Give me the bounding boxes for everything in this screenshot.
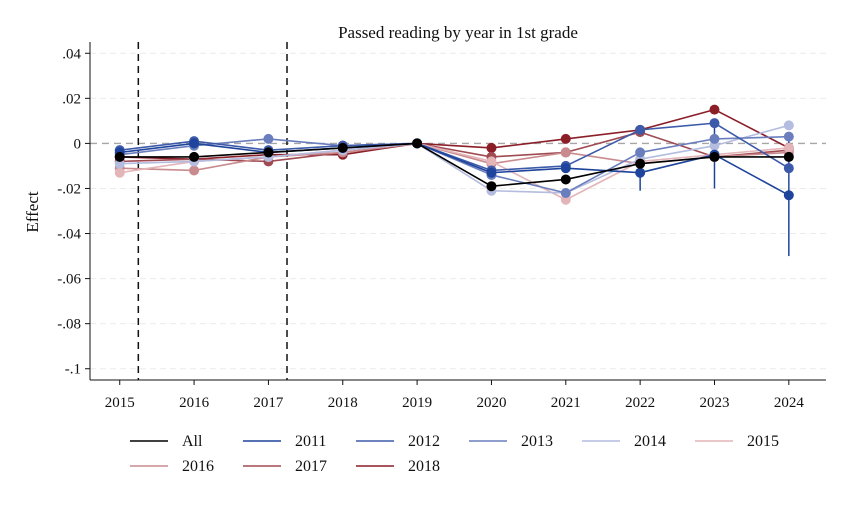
y-tick-label: -.04 — [57, 227, 81, 243]
legend-item-2014: 2014 — [582, 433, 666, 450]
series-line-all — [119, 142, 789, 188]
point-2011-2024 — [783, 190, 794, 201]
legend-label-2017: 2017 — [295, 458, 327, 475]
legend-label-2016: 2016 — [182, 458, 214, 475]
point-2011-2021 — [560, 163, 571, 174]
point-2011-2020 — [486, 167, 497, 178]
y-tick-label: 0 — [74, 136, 82, 152]
series-line-2012 — [119, 122, 790, 172]
reference-lines — [90, 42, 826, 380]
point-all-2022 — [635, 158, 646, 169]
point-all-2016 — [189, 151, 200, 162]
legend-item-2015: 2015 — [695, 433, 779, 450]
series-line-2011 — [119, 142, 790, 196]
legend-item-2017: 2017 — [243, 458, 327, 475]
y-tick-label: -.1 — [65, 362, 81, 378]
series-line-2018 — [119, 108, 790, 160]
point-all-2017 — [263, 147, 274, 158]
point-all-2021 — [560, 174, 571, 185]
x-tick-label: 2020 — [476, 395, 506, 411]
point-all-2018 — [337, 142, 348, 153]
point-2015-2024 — [783, 142, 794, 153]
chart-title: Passed reading by year in 1st grade — [338, 23, 578, 42]
point-2018-2020 — [486, 142, 497, 153]
y-axis-label: Effect — [23, 191, 42, 232]
point-2015-2015 — [114, 167, 125, 178]
point-all-2020 — [486, 181, 497, 192]
point-2013-2021 — [560, 187, 571, 198]
series-2015 — [114, 138, 794, 205]
y-tick-label: .02 — [62, 91, 81, 107]
point-2012-2024 — [783, 163, 794, 174]
legend-label-2018: 2018 — [408, 458, 440, 475]
point-2015-2020 — [486, 156, 497, 167]
point-2011-2016 — [189, 138, 200, 149]
point-2011-2022 — [635, 167, 646, 178]
legend-item-2016: 2016 — [130, 458, 214, 475]
point-2013-2023 — [709, 133, 720, 144]
legend-label-2015: 2015 — [747, 433, 779, 450]
x-tick-label: 2016 — [179, 395, 210, 411]
x-tick-label: 2023 — [699, 395, 729, 411]
legend-item-2018: 2018 — [356, 458, 440, 475]
legend-label-2011: 2011 — [295, 433, 326, 450]
y-tick-label: -.06 — [57, 272, 81, 288]
point-all-2015 — [114, 151, 125, 162]
series-2011 — [114, 138, 794, 201]
legend-label-2014: 2014 — [634, 433, 666, 450]
point-2013-2017 — [263, 133, 274, 144]
series-line-2013 — [119, 135, 789, 194]
legend-item-2013: 2013 — [469, 433, 553, 450]
point-2018-2021 — [560, 133, 571, 144]
point-all-2023 — [709, 151, 720, 162]
legend-label-2013: 2013 — [521, 433, 553, 450]
series-line-2017 — [119, 131, 789, 163]
x-tick-label: 2015 — [105, 395, 135, 411]
legend-item-2011: 2011 — [243, 433, 326, 450]
x-tick-label: 2021 — [551, 395, 581, 411]
point-2018-2023 — [709, 104, 720, 115]
series-line-2015 — [119, 142, 789, 201]
point-2013-2024 — [783, 131, 794, 142]
legend-item-2012: 2012 — [356, 433, 440, 450]
x-tick-label: 2022 — [625, 395, 655, 411]
legend-label-2012: 2012 — [408, 433, 440, 450]
point-2012-2022 — [635, 124, 646, 135]
series-all — [114, 138, 794, 192]
x-tick-label: 2018 — [328, 395, 358, 411]
series-line-2014 — [119, 124, 790, 194]
y-tick-label: .04 — [62, 46, 81, 62]
legend-label-all: All — [182, 433, 203, 450]
point-2014-2024 — [783, 120, 794, 131]
x-tick-label: 2024 — [774, 395, 805, 411]
point-2016-2021 — [560, 147, 571, 158]
y-tick-label: -.02 — [57, 181, 81, 197]
legend-item-all: All — [130, 433, 203, 450]
x-tick-label: 2019 — [402, 395, 432, 411]
point-2013-2022 — [635, 147, 646, 158]
x-tick-label: 2017 — [253, 395, 284, 411]
point-all-2024 — [783, 151, 794, 162]
grid-lines — [90, 52, 826, 370]
point-all-2019 — [412, 138, 423, 149]
point-2016-2016 — [189, 165, 200, 176]
axes: .04 .02 0 -.02 -.04 -.06 -.08 -.1 2015 2016 2017 20… — [57, 42, 826, 411]
legend: All 2011 2012 2013 2014 2015 2016 2017 2018 — [130, 433, 779, 475]
series-lines — [114, 104, 794, 205]
point-2012-2023 — [709, 118, 720, 129]
y-tick-label: -.08 — [57, 317, 81, 333]
